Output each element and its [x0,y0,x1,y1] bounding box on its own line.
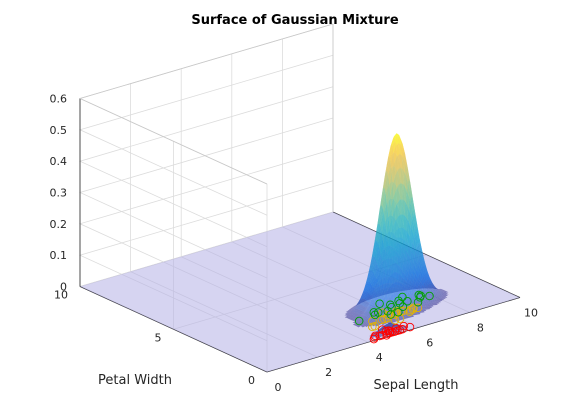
x-tick-label: 10 [524,307,538,320]
y-tick-label: 5 [155,331,162,344]
z-tick-label: 0.4 [50,155,68,168]
z-tick-label: 0.3 [50,187,68,200]
x-tick-label: 4 [376,351,383,364]
z-tick-label: 0.6 [50,93,68,106]
x-tick-label: 0 [275,381,282,394]
y-tick-label: 0 [248,374,255,387]
chart-title: Surface of Gaussian Mixture [191,13,398,28]
x-tick-label: 6 [426,336,433,349]
z-tick-label: 0.5 [50,124,68,137]
z-tick-label: 0.2 [50,218,68,231]
x-axis-label: Sepal Length [373,378,458,393]
z-tick-label: 0.1 [50,249,68,262]
y-axis-label: Petal Width [98,373,172,388]
x-tick-label: 2 [325,366,332,379]
x-tick-label: 8 [477,321,484,334]
z-tick-label: 0 [60,281,67,294]
